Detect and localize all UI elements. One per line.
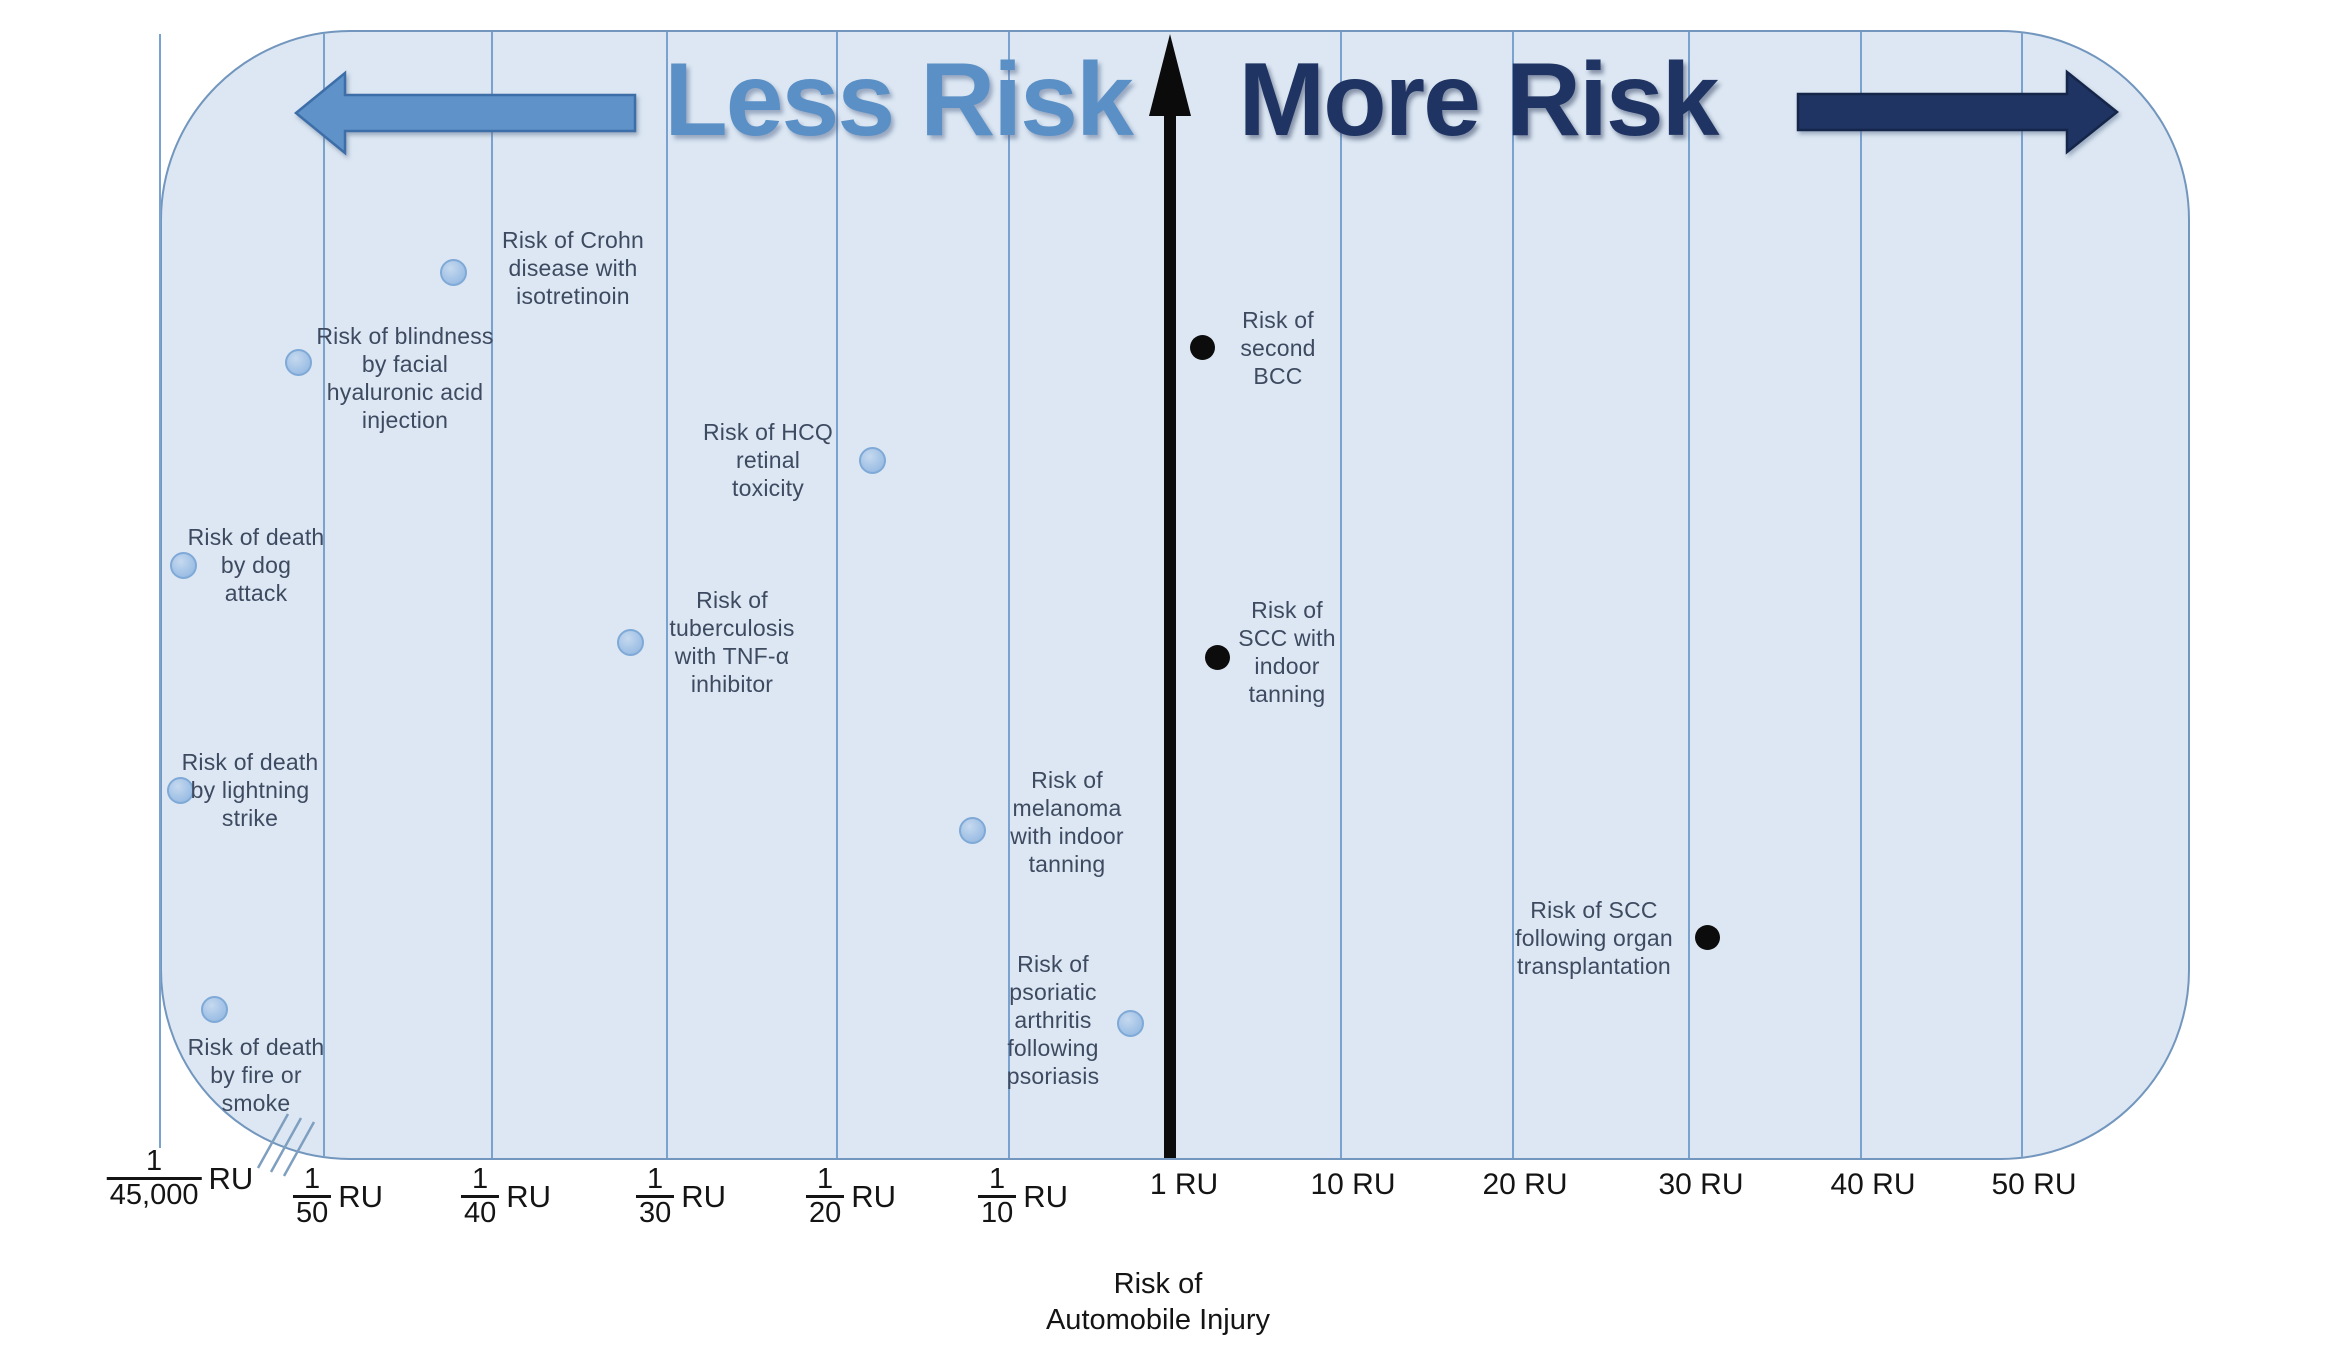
second-bcc-label: Risk of second BCC (1240, 307, 1316, 389)
gridline (1008, 32, 1010, 1158)
tick-10ru: 10 RU (1310, 1168, 1396, 1201)
tick-denominator: 30 (635, 1195, 675, 1229)
hcq-marker (859, 447, 886, 474)
tick-20ru: 20 RU (1482, 1168, 1568, 1201)
tick-numerator: 1 (146, 1145, 163, 1177)
reference-line-1ru (1164, 112, 1176, 1158)
second-bcc-marker (1190, 335, 1215, 360)
tick-numerator: 1 (989, 1163, 1006, 1195)
tick-1-45000: 1 45,000 RU (106, 1145, 254, 1212)
fire-smoke-marker (201, 996, 228, 1023)
tick-unit: RU (208, 1160, 254, 1196)
crohn-label: Risk of Crohn disease with isotretinoin (502, 227, 644, 309)
scc-tanning-label: Risk of SCC with indoor tanning (1238, 597, 1336, 707)
scc-tanning-marker (1205, 645, 1230, 670)
scale-break-icon (256, 1113, 316, 1177)
tick-unit: RU (506, 1178, 552, 1214)
tick-numerator: 1 (647, 1163, 664, 1195)
blindness-label: Risk of blindness by facial hyaluronic a… (316, 323, 494, 433)
gridline (2021, 32, 2023, 1158)
reference-arrowhead-icon (1149, 34, 1191, 116)
dog-attack-marker (170, 552, 197, 579)
lightning-label: Risk of death by lightning strike (181, 749, 319, 831)
tick-1-10: 1 10 RU (977, 1163, 1069, 1230)
more-risk-title: More Risk (1238, 42, 1719, 158)
gridline (323, 32, 325, 1158)
psoriatic-label: Risk of psoriatic arthritis following ps… (1006, 951, 1100, 1089)
gridline (1688, 32, 1690, 1158)
tick-50ru: 50 RU (1991, 1168, 2077, 1201)
melanoma-marker (959, 817, 986, 844)
tick-numerator: 1 (304, 1163, 321, 1195)
tick-1-50: 1 50 RU (292, 1163, 384, 1230)
crohn-marker (440, 259, 467, 286)
fire-smoke-label: Risk of death by fire or smoke (187, 1034, 325, 1116)
melanoma-label: Risk of melanoma with indoor tanning (1010, 767, 1124, 877)
gridline (836, 32, 838, 1158)
tick-1ru: 1 RU (1149, 1168, 1219, 1201)
tick-denominator: 50 (292, 1195, 332, 1229)
gridline (1512, 32, 1514, 1158)
tick-40ru: 40 RU (1830, 1168, 1916, 1201)
psoriatic-marker (1117, 1010, 1144, 1037)
tick-numerator: 1 (472, 1163, 489, 1195)
tick-1-20: 1 20 RU (805, 1163, 897, 1230)
lightning-marker (167, 777, 194, 804)
scc-transplant-label: Risk of SCC following organ transplantat… (1515, 897, 1673, 979)
tick-numerator: 1 (817, 1163, 834, 1195)
less-risk-arrow-icon (294, 70, 637, 156)
tick-1-30: 1 30 RU (635, 1163, 727, 1230)
less-risk-title: Less Risk (664, 42, 1134, 158)
blindness-marker (285, 349, 312, 376)
scc-transplant-marker (1695, 925, 1720, 950)
gridline (1340, 32, 1342, 1158)
tick-denominator: 40 (460, 1195, 500, 1229)
tick-unit: RU (1023, 1178, 1069, 1214)
tick-unit: RU (681, 1178, 727, 1214)
tick-unit: RU (851, 1178, 897, 1214)
tuberculosis-label: Risk of tuberculosis with TNF-α inhibito… (669, 587, 795, 697)
gridline (1860, 32, 1862, 1158)
x-axis-caption: Risk of Automobile Injury (1045, 1268, 1271, 1336)
tick-denominator: 20 (805, 1195, 845, 1229)
tuberculosis-marker (617, 629, 644, 656)
tick-30ru: 30 RU (1658, 1168, 1744, 1201)
tick-denominator: 10 (977, 1195, 1017, 1229)
gridline (666, 32, 668, 1158)
dog-attack-label: Risk of death by dog attack (187, 524, 325, 606)
hcq-label: Risk of HCQ retinal toxicity (703, 419, 833, 501)
gridline-leftmost (159, 34, 161, 1148)
tick-unit: RU (338, 1178, 384, 1214)
more-risk-arrow-icon (1796, 69, 2120, 155)
tick-denominator: 45,000 (106, 1177, 202, 1211)
tick-1-40: 1 40 RU (460, 1163, 552, 1230)
gridline (491, 32, 493, 1158)
